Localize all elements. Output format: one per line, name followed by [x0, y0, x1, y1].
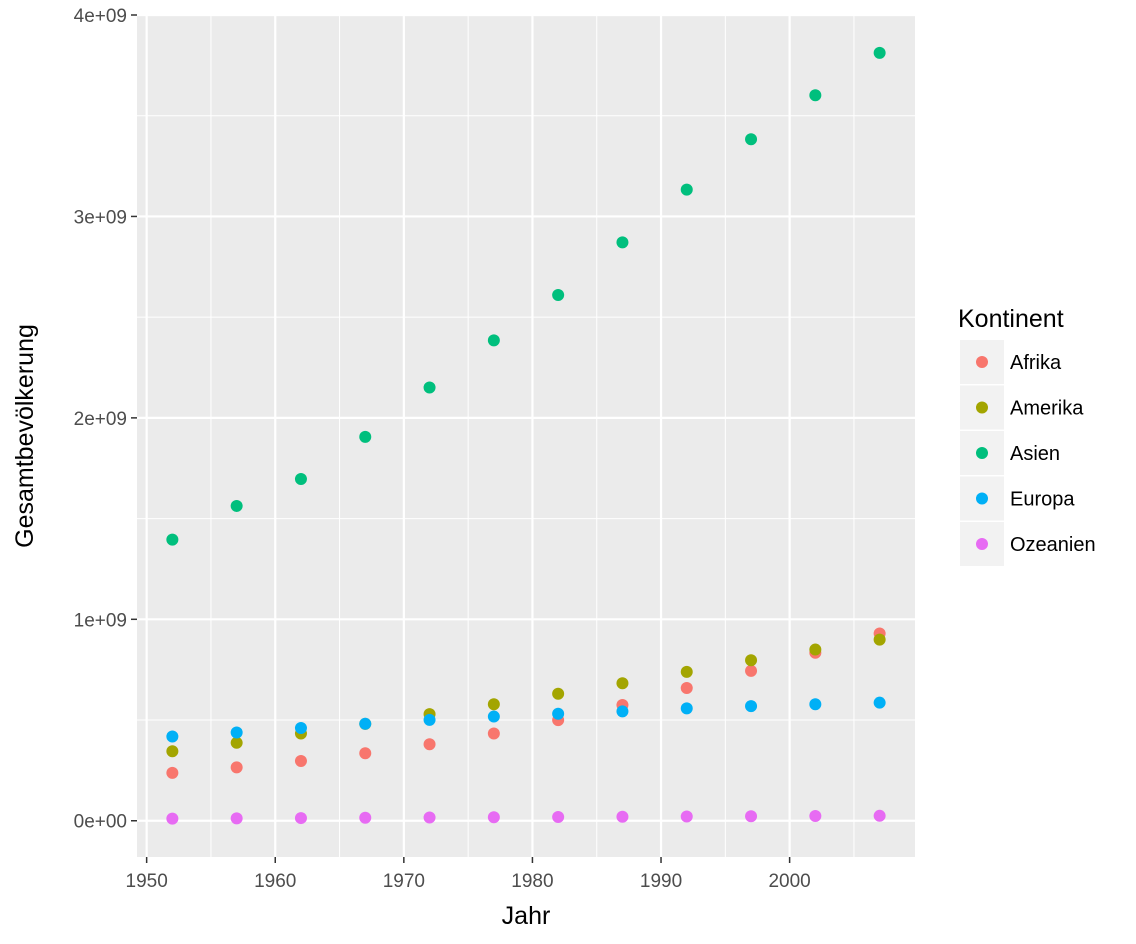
y-axis: 0e+00 1e+09 2e+09 3e+09 4e+09 [74, 6, 137, 833]
point-asien [487, 334, 500, 347]
point-ozeanien [552, 811, 565, 824]
point-amerika [745, 654, 758, 667]
point-afrika [680, 681, 693, 694]
point-ozeanien [230, 812, 243, 825]
point-asien [230, 499, 243, 512]
point-afrika [745, 664, 758, 677]
point-ozeanien [487, 811, 500, 824]
legend-label-afrika: Afrika [1010, 352, 1062, 374]
point-ozeanien [873, 809, 886, 822]
legend-label-asien: Asien [1010, 443, 1060, 465]
point-amerika [166, 745, 179, 758]
point-europa [423, 713, 436, 726]
point-amerika [809, 643, 822, 656]
y-tick-label: 4e+09 [74, 6, 127, 27]
point-amerika [230, 736, 243, 749]
legend-marker-europa [976, 492, 988, 505]
point-ozeanien [745, 810, 758, 823]
point-europa [166, 730, 179, 743]
x-tick-label: 2000 [768, 871, 810, 892]
x-axis: 1950 1960 1970 1980 1990 2000 [126, 857, 811, 892]
point-afrika [166, 766, 179, 779]
point-asien [809, 89, 822, 102]
point-ozeanien [423, 811, 436, 824]
point-europa [809, 698, 822, 711]
x-tick-label: 1960 [254, 871, 296, 892]
point-asien [359, 430, 372, 443]
point-afrika [294, 755, 307, 768]
point-amerika [487, 698, 500, 711]
legend-title: Kontinent [958, 305, 1064, 333]
legend-marker-ozeanien [976, 538, 988, 550]
x-tick-label: 1950 [126, 871, 168, 892]
point-afrika [230, 761, 243, 774]
point-europa [487, 710, 500, 723]
x-tick-label: 1980 [511, 871, 553, 892]
point-amerika [680, 665, 693, 678]
point-europa [873, 696, 886, 709]
grid-minor [137, 15, 915, 857]
point-asien [680, 183, 693, 196]
point-ozeanien [680, 810, 693, 823]
point-europa [552, 707, 565, 720]
point-asien [423, 381, 436, 394]
point-ozeanien [294, 812, 307, 825]
point-asien [745, 133, 758, 146]
y-tick-label: 0e+00 [74, 812, 127, 833]
point-afrika [487, 727, 500, 740]
point-amerika [552, 687, 565, 700]
point-ozeanien [809, 810, 822, 823]
point-ozeanien [166, 812, 179, 825]
point-ozeanien [359, 811, 372, 824]
point-europa [616, 705, 629, 718]
grid-major [137, 13, 915, 857]
point-afrika [359, 747, 372, 760]
legend-marker-amerika [976, 401, 988, 414]
x-tick-label: 1990 [640, 871, 682, 892]
point-europa [359, 717, 372, 730]
legend-label-europa: Europa [1010, 489, 1075, 511]
y-axis-title: Gesamtbevölkerung [11, 324, 39, 548]
point-europa [680, 702, 693, 715]
legend-marker-asien [976, 447, 988, 459]
y-tick-label: 1e+09 [74, 610, 127, 631]
plot-panel [137, 15, 915, 857]
legend-label-ozeanien: Ozeanien [1010, 534, 1096, 556]
point-afrika [423, 738, 436, 751]
point-ozeanien [616, 810, 629, 823]
point-europa [745, 700, 758, 713]
y-tick-label: 3e+09 [74, 207, 127, 228]
x-tick-label: 1970 [383, 871, 425, 892]
legend-marker-afrika [976, 356, 988, 368]
y-tick-label: 2e+09 [74, 409, 127, 430]
point-asien [873, 46, 886, 59]
legend-label-amerika: Amerika [1010, 398, 1084, 420]
point-europa [230, 726, 243, 739]
point-amerika [616, 677, 629, 690]
point-asien [616, 236, 629, 249]
point-europa [294, 722, 307, 735]
point-amerika [873, 633, 886, 646]
x-axis-title: Jahr [502, 902, 551, 930]
point-asien [552, 288, 565, 301]
legend: Kontinent Afrika Amerika Asien Europa Ozeani… [958, 305, 1096, 566]
point-asien [166, 533, 179, 546]
data-points [166, 46, 886, 825]
point-asien [294, 473, 307, 486]
